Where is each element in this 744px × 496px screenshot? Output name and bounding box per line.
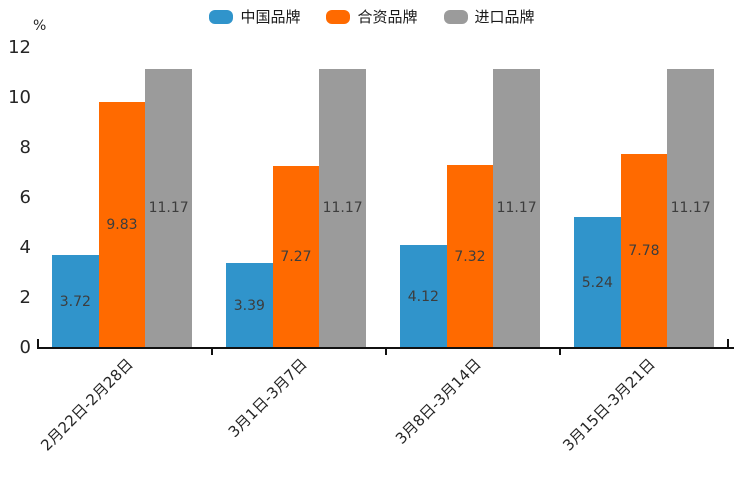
y-tick-label: 2 — [19, 287, 31, 308]
legend-item-1[interactable]: 合资品牌 — [326, 8, 418, 26]
legend: 中国品牌 合资品牌 进口品牌 — [0, 8, 744, 26]
x-category-label: 2月22日-2月28日 — [37, 355, 137, 455]
bar-value-label: 9.83 — [106, 217, 138, 234]
bar — [620, 153, 668, 348]
bar — [493, 68, 540, 348]
legend-item-0[interactable]: 中国品牌 — [209, 8, 300, 26]
bar-value-label: 11.17 — [322, 200, 363, 217]
legend-item-label: 中国品牌 — [240, 8, 301, 26]
y-axis-unit-label: % — [33, 18, 47, 34]
bar — [667, 68, 714, 348]
bar — [272, 166, 320, 348]
bar — [319, 68, 366, 348]
bar — [98, 102, 146, 348]
x-category-label: 3月15日-3月21日 — [559, 355, 659, 455]
bar-value-label: 4.12 — [407, 288, 439, 305]
legend-swatch-icon — [209, 10, 234, 24]
bar — [446, 165, 494, 348]
legend-item-label: 合资品牌 — [357, 8, 418, 26]
bar — [52, 255, 99, 348]
bar-value-label: 3.72 — [59, 293, 91, 310]
x-category-label: 3月8日-3月14日 — [391, 355, 485, 448]
legend-swatch-icon — [443, 10, 468, 24]
y-tick-label: 4 — [19, 237, 31, 258]
bar-value-label: 11.17 — [496, 200, 537, 217]
bar-value-label: 7.32 — [454, 248, 486, 265]
x-category-label: 3月1日-3月7日 — [224, 355, 311, 441]
bar-value-label: 11.17 — [670, 200, 711, 217]
bar-value-label: 7.27 — [280, 249, 312, 266]
y-tick-label: 6 — [19, 187, 31, 208]
x-axis-endcap — [727, 339, 729, 348]
legend-item-2[interactable]: 进口品牌 — [443, 8, 535, 26]
y-tick-label: 12 — [8, 37, 31, 58]
bar — [226, 263, 273, 348]
y-tick-label: 8 — [19, 137, 31, 158]
x-axis-tick — [559, 349, 561, 355]
legend-swatch-icon — [326, 10, 351, 24]
y-tick-label: 10 — [8, 87, 31, 108]
bar — [574, 217, 621, 348]
x-axis-tick — [385, 349, 387, 355]
bar — [145, 68, 192, 348]
legend-item-label: 进口品牌 — [474, 8, 535, 26]
bar-value-label: 3.39 — [233, 297, 265, 314]
bar-value-label: 11.17 — [148, 200, 189, 217]
x-axis-tick — [211, 349, 213, 355]
y-tick-label: 0 — [19, 337, 31, 358]
bar-value-label: 5.24 — [581, 274, 613, 291]
x-axis-line — [37, 347, 734, 349]
bar-value-label: 7.78 — [628, 242, 660, 259]
bar — [400, 245, 447, 348]
x-axis-endcap — [37, 339, 39, 348]
